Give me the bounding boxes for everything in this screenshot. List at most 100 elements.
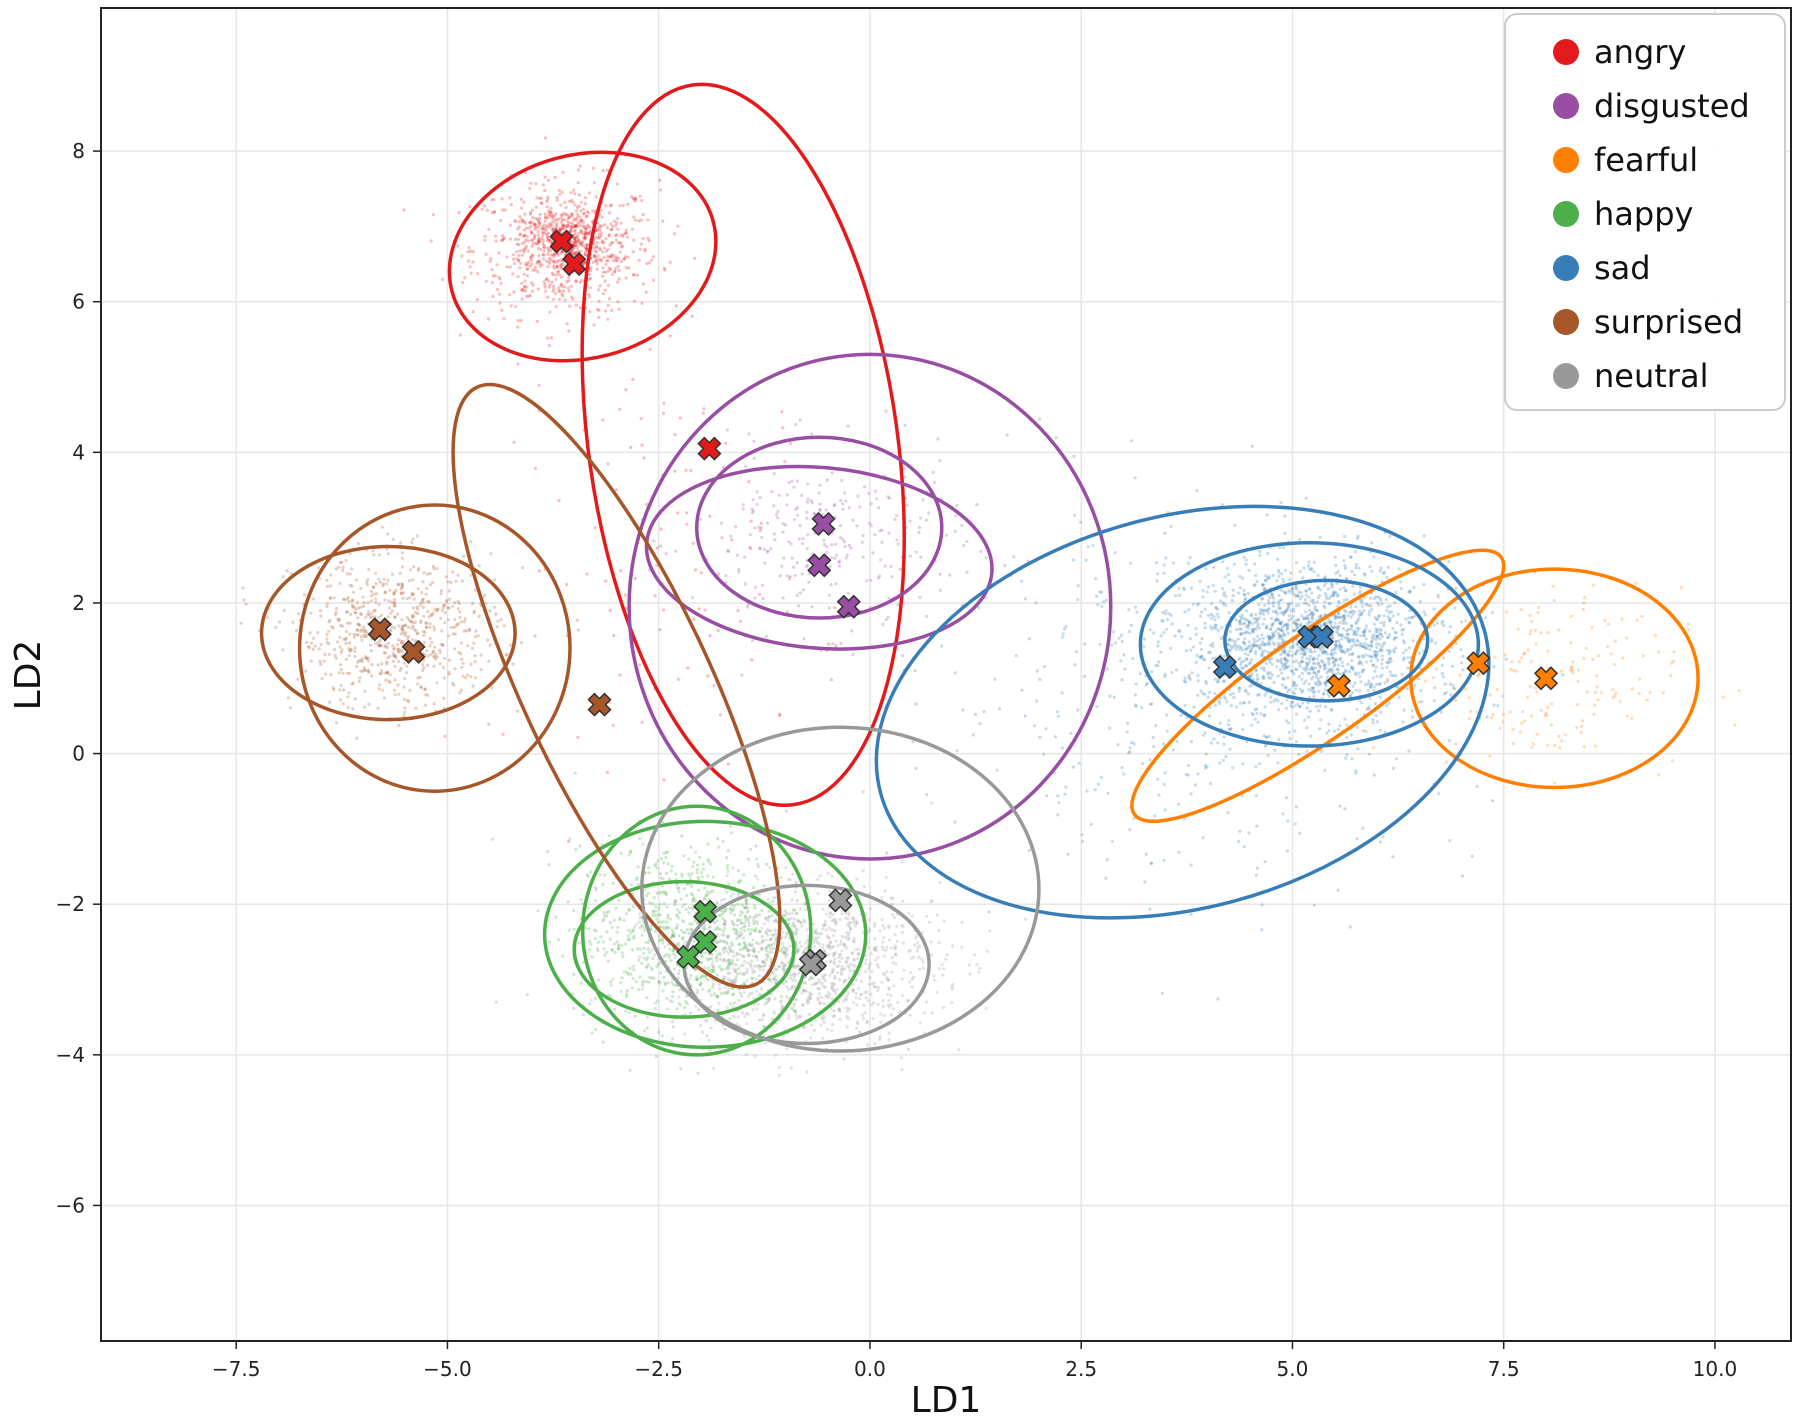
data-point [1657, 773, 1661, 777]
data-point [1307, 560, 1311, 564]
data-point [1364, 646, 1369, 650]
data-point [1116, 743, 1120, 747]
data-point [1338, 574, 1342, 578]
data-point [1208, 690, 1212, 695]
data-point [711, 889, 715, 893]
data-point [425, 625, 429, 629]
data-point [476, 634, 480, 638]
data-point [657, 907, 661, 911]
data-point [1212, 737, 1216, 741]
data-point [1144, 852, 1148, 856]
data-point [1262, 643, 1266, 647]
data-point [523, 279, 527, 283]
data-point [359, 612, 363, 617]
data-point [1289, 571, 1293, 575]
data-point [1312, 671, 1316, 675]
data-point [520, 253, 524, 257]
data-point [388, 680, 392, 684]
data-point [663, 983, 667, 987]
data-point [323, 652, 327, 657]
data-point [369, 589, 373, 594]
data-point [1590, 625, 1594, 630]
data-point [535, 319, 540, 323]
data-point [1329, 651, 1334, 655]
data-point [753, 929, 757, 933]
data-point [817, 942, 821, 946]
data-point [1364, 653, 1368, 657]
data-point [1301, 576, 1305, 580]
data-point [466, 250, 470, 254]
data-point [1612, 662, 1616, 667]
data-point [752, 456, 756, 460]
data-point [1247, 623, 1251, 628]
data-point [332, 687, 336, 692]
data-point [1289, 601, 1293, 606]
data-point [383, 590, 388, 594]
data-point [1162, 563, 1166, 567]
data-point [1569, 668, 1573, 672]
data-point [1336, 631, 1340, 635]
data-point [1222, 679, 1227, 683]
data-point [752, 885, 756, 890]
data-point [428, 636, 432, 641]
data-point [1160, 991, 1164, 995]
data-point [1468, 709, 1473, 713]
data-point [708, 514, 712, 519]
data-point [1277, 636, 1281, 640]
data-point [987, 910, 991, 914]
data-point [1338, 804, 1342, 808]
data-point [385, 646, 390, 650]
data-point [394, 588, 398, 593]
data-point [1733, 723, 1737, 727]
data-point [1281, 610, 1285, 615]
data-point [627, 928, 631, 932]
data-point [1280, 620, 1284, 624]
data-point [353, 654, 357, 659]
data-point [1178, 593, 1182, 597]
data-point [637, 988, 641, 992]
data-point [1582, 744, 1586, 749]
data-point [592, 254, 596, 258]
data-point [1165, 618, 1170, 622]
data-point [666, 981, 670, 985]
data-point [1614, 691, 1618, 695]
data-point [363, 705, 367, 709]
data-point [1436, 593, 1440, 598]
data-point [659, 544, 663, 548]
data-point [827, 593, 832, 598]
data-point [1380, 666, 1384, 670]
data-point [1325, 731, 1329, 735]
data-point [529, 255, 533, 259]
data-point [1351, 667, 1355, 672]
data-point [598, 246, 602, 250]
data-point [645, 1026, 649, 1030]
data-point [638, 194, 642, 198]
data-point [747, 480, 751, 484]
data-point [379, 613, 384, 617]
data-point [595, 228, 599, 233]
data-point [429, 239, 433, 243]
data-point [1402, 627, 1406, 631]
data-point [780, 410, 784, 414]
data-point [671, 934, 675, 938]
data-point [1324, 621, 1328, 625]
data-point [348, 583, 352, 588]
data-point [1310, 610, 1314, 614]
data-point [583, 232, 587, 236]
data-point [739, 921, 743, 926]
data-point [1350, 569, 1354, 574]
data-point [1529, 659, 1533, 663]
data-point [496, 287, 500, 292]
data-point [744, 943, 748, 948]
data-point [408, 596, 412, 600]
data-point [1195, 603, 1199, 607]
data-point [1332, 729, 1337, 733]
data-point [838, 960, 842, 964]
data-point [1104, 598, 1108, 602]
data-point [1060, 691, 1064, 695]
data-point [825, 478, 830, 482]
data-point [547, 285, 552, 289]
data-point [642, 928, 647, 932]
data-point [875, 497, 879, 501]
data-point [361, 669, 365, 674]
